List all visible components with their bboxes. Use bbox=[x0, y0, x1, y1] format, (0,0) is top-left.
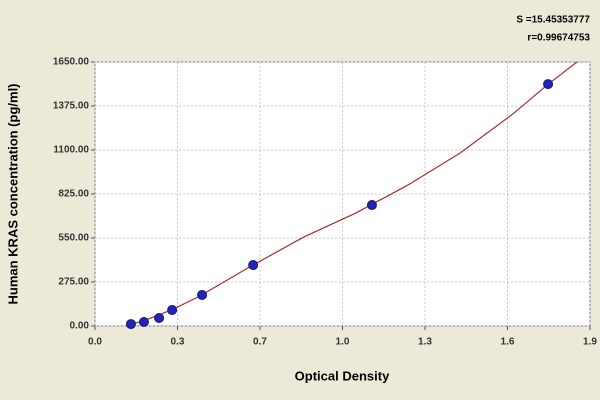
y-tick-label: 1100.00 bbox=[53, 145, 89, 156]
x-tick-label: 1.6 bbox=[501, 337, 515, 348]
annotation: S =15.45353777 bbox=[516, 15, 590, 26]
x-tick-label: 0.7 bbox=[253, 337, 267, 348]
y-tick-label: 550.00 bbox=[58, 233, 89, 244]
x-axis-label: Optical Density bbox=[295, 368, 390, 383]
annotation: r=0.99674753 bbox=[527, 33, 590, 44]
data-point bbox=[197, 289, 208, 300]
data-point bbox=[167, 305, 178, 315]
y-tick-label: 825.00 bbox=[58, 189, 89, 200]
x-tick-label: 0.3 bbox=[171, 337, 185, 348]
y-tick-label: 0.00 bbox=[70, 321, 90, 332]
y-tick-label: 1650.00 bbox=[53, 57, 90, 68]
y-tick-label: 1375.00 bbox=[53, 101, 90, 112]
y-tick-label: 275.00 bbox=[58, 277, 89, 288]
data-point bbox=[366, 200, 377, 211]
data-point bbox=[138, 317, 149, 327]
data-point bbox=[248, 260, 259, 271]
x-tick-label: 0.0 bbox=[88, 337, 102, 348]
x-tick-label: 1.9 bbox=[583, 337, 597, 348]
data-point bbox=[154, 313, 165, 323]
y-axis-label: Human KRAS concentration (pg/ml) bbox=[5, 83, 20, 304]
x-tick-label: 1.3 bbox=[418, 337, 432, 348]
data-point bbox=[543, 79, 554, 90]
x-tick-label: 1.0 bbox=[336, 337, 350, 348]
data-point bbox=[125, 319, 136, 330]
